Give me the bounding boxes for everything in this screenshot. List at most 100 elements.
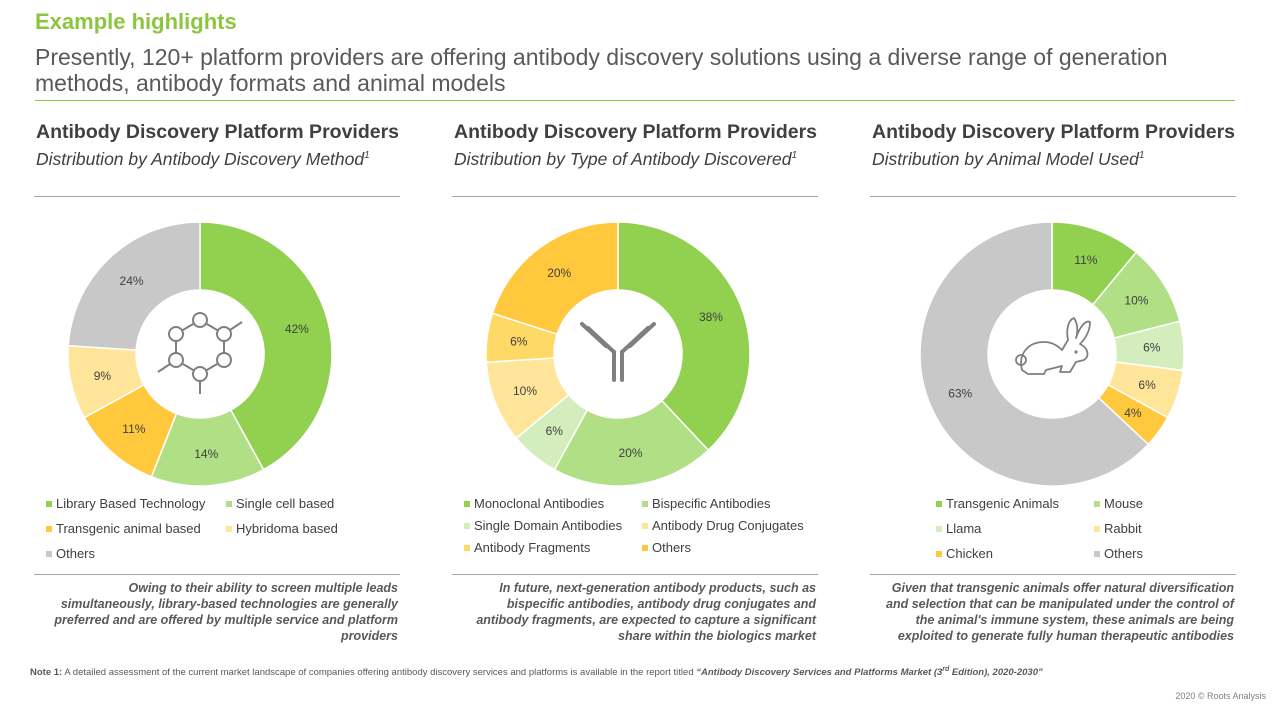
header-divider: [35, 100, 1235, 101]
data-label-mouse: 10%: [1124, 293, 1148, 307]
legend-item-library-based-technology: Library Based Technology: [46, 496, 205, 511]
legend-swatch: [46, 500, 52, 507]
legend-label: Others: [652, 540, 692, 555]
panel-subtitle: Distribution by Type of Antibody Discove…: [454, 148, 798, 169]
legend-item-llama: Llama: [936, 521, 981, 536]
panel-takeaway: In future, next-generation antibody prod…: [476, 581, 816, 643]
legend-swatch: [642, 544, 648, 551]
panel-divider: [870, 196, 1236, 197]
data-label-single-cell-based: 14%: [194, 447, 218, 461]
legend-label: Chicken: [946, 546, 993, 561]
section-kicker: Example highlights: [35, 9, 237, 34]
footnote: Note 1: A detailed assessment of the cur…: [30, 666, 1043, 679]
legend-item-bispecific-antibodies: Bispecific Antibodies: [642, 496, 771, 511]
legend-item-hybridoma-based: Hybridoma based: [226, 521, 338, 536]
panel-title: Antibody Discovery Platform Providers: [454, 121, 818, 143]
data-label-library-based-technology: 42%: [285, 322, 309, 336]
legend-item-others: Others: [1094, 546, 1143, 561]
page-headline: Presently, 120+ platform providers are o…: [35, 44, 1168, 96]
data-label-rabbit: 6%: [1138, 378, 1156, 392]
legend-item-transgenic-animals: Transgenic Animals: [936, 496, 1059, 511]
data-label-chicken: 4%: [1124, 406, 1142, 420]
panel-divider: [34, 196, 400, 197]
data-label-others: 20%: [547, 266, 571, 280]
data-label-others: 63%: [948, 387, 972, 401]
chart-panel-animal-model: Antibody Discovery Platform Providers Di…: [870, 120, 1238, 650]
slice-monoclonal-antibodies: [617, 221, 751, 452]
legend-label: Library Based Technology: [56, 496, 206, 511]
legend-label: Transgenic animal based: [56, 521, 201, 536]
legend-item-mouse: Mouse: [1094, 496, 1143, 511]
legend-label: Monoclonal Antibodies: [474, 496, 605, 511]
molecule-icon: [157, 312, 243, 394]
legend-swatch: [464, 500, 470, 507]
legend-item-transgenic-animal-based: Transgenic animal based: [46, 521, 201, 536]
slice-bispecific-antibodies: [553, 399, 710, 487]
data-label-hybridoma-based: 9%: [94, 369, 112, 383]
data-label-antibody-drug-conjugates: 10%: [513, 384, 537, 398]
slice-others: [491, 221, 619, 336]
legend-label: Rabbit: [1104, 521, 1142, 536]
panel-takeaway: Given that transgenic animals offer natu…: [886, 581, 1234, 643]
legend-item-single-domain-antibodies: Single Domain Antibodies: [464, 518, 622, 533]
legend-label: Single cell based: [236, 496, 335, 511]
data-label-single-domain-antibodies: 6%: [546, 424, 564, 438]
legend-label: Antibody Fragments: [474, 540, 591, 555]
legend-item-others: Others: [642, 540, 691, 555]
legend-swatch: [226, 525, 232, 532]
panel-divider-bottom: [870, 574, 1236, 575]
legend-label: Hybridoma based: [236, 521, 338, 536]
chart-panel-discovery-method: Antibody Discovery Platform Providers Di…: [34, 120, 402, 650]
legend-swatch: [1094, 550, 1100, 557]
legend-swatch: [1094, 525, 1100, 532]
legend-label: Antibody Drug Conjugates: [652, 518, 804, 533]
legend-label: Mouse: [1104, 496, 1144, 511]
legend-swatch: [936, 550, 942, 557]
legend-item-chicken: Chicken: [936, 546, 993, 561]
data-label-transgenic-animal-based: 11%: [122, 422, 145, 436]
data-label-monoclonal-antibodies: 38%: [699, 310, 723, 324]
legend-label: Llama: [946, 521, 982, 536]
legend-swatch: [936, 500, 942, 507]
data-label-bispecific-antibodies: 20%: [619, 446, 643, 460]
copyright: 2020 © Roots Analysis: [1175, 691, 1266, 701]
panel-title: Antibody Discovery Platform Providers: [36, 121, 400, 143]
legend-item-antibody-fragments: Antibody Fragments: [464, 540, 590, 555]
legend-swatch: [642, 522, 648, 529]
slice-library-based-technology: [199, 221, 333, 471]
legend-item-antibody-drug-conjugates: Antibody Drug Conjugates: [642, 518, 804, 533]
legend-swatch: [46, 525, 52, 532]
legend-swatch: [1094, 500, 1100, 507]
legend-swatch: [464, 522, 470, 529]
slice-others: [919, 221, 1150, 487]
data-label-transgenic-animals: 11%: [1074, 253, 1097, 267]
legend-label: Others: [1104, 546, 1144, 561]
legend-item-rabbit: Rabbit: [1094, 521, 1142, 536]
panel-subtitle: Distribution by Animal Model Used1: [872, 148, 1145, 169]
chart-panel-antibody-type: Antibody Discovery Platform Providers Di…: [452, 120, 820, 650]
legend-swatch: [464, 544, 470, 551]
legend-label: Others: [56, 546, 96, 561]
legend-label: Transgenic Animals: [946, 496, 1059, 511]
legend-label: Single Domain Antibodies: [474, 518, 623, 533]
rabbit-icon: [1015, 317, 1091, 375]
legend-item-single-cell-based: Single cell based: [226, 496, 334, 511]
slice-others: [67, 221, 201, 351]
panel-subtitle: Distribution by Antibody Discovery Metho…: [36, 148, 370, 169]
legend-swatch: [46, 550, 52, 557]
antibody-icon: [580, 322, 656, 382]
panel-takeaway: Owing to their ability to screen multipl…: [54, 581, 398, 643]
legend-swatch: [226, 500, 232, 507]
data-label-antibody-fragments: 6%: [510, 334, 528, 348]
panel-title: Antibody Discovery Platform Providers: [872, 121, 1236, 143]
legend-item-monoclonal-antibodies: Monoclonal Antibodies: [464, 496, 604, 511]
donut-chart-animal-model: 11% 10% 6% 6% 4% 63%: [919, 221, 1185, 487]
panel-divider-bottom: [34, 574, 400, 575]
data-label-others: 24%: [120, 274, 144, 288]
donut-chart-discovery-method: 42% 14% 11% 9% 24%: [67, 221, 333, 487]
legend-item-others: Others: [46, 546, 95, 561]
legend-swatch: [642, 500, 648, 507]
legend-swatch: [936, 525, 942, 532]
panel-divider-bottom: [452, 574, 818, 575]
panel-divider: [452, 196, 818, 197]
